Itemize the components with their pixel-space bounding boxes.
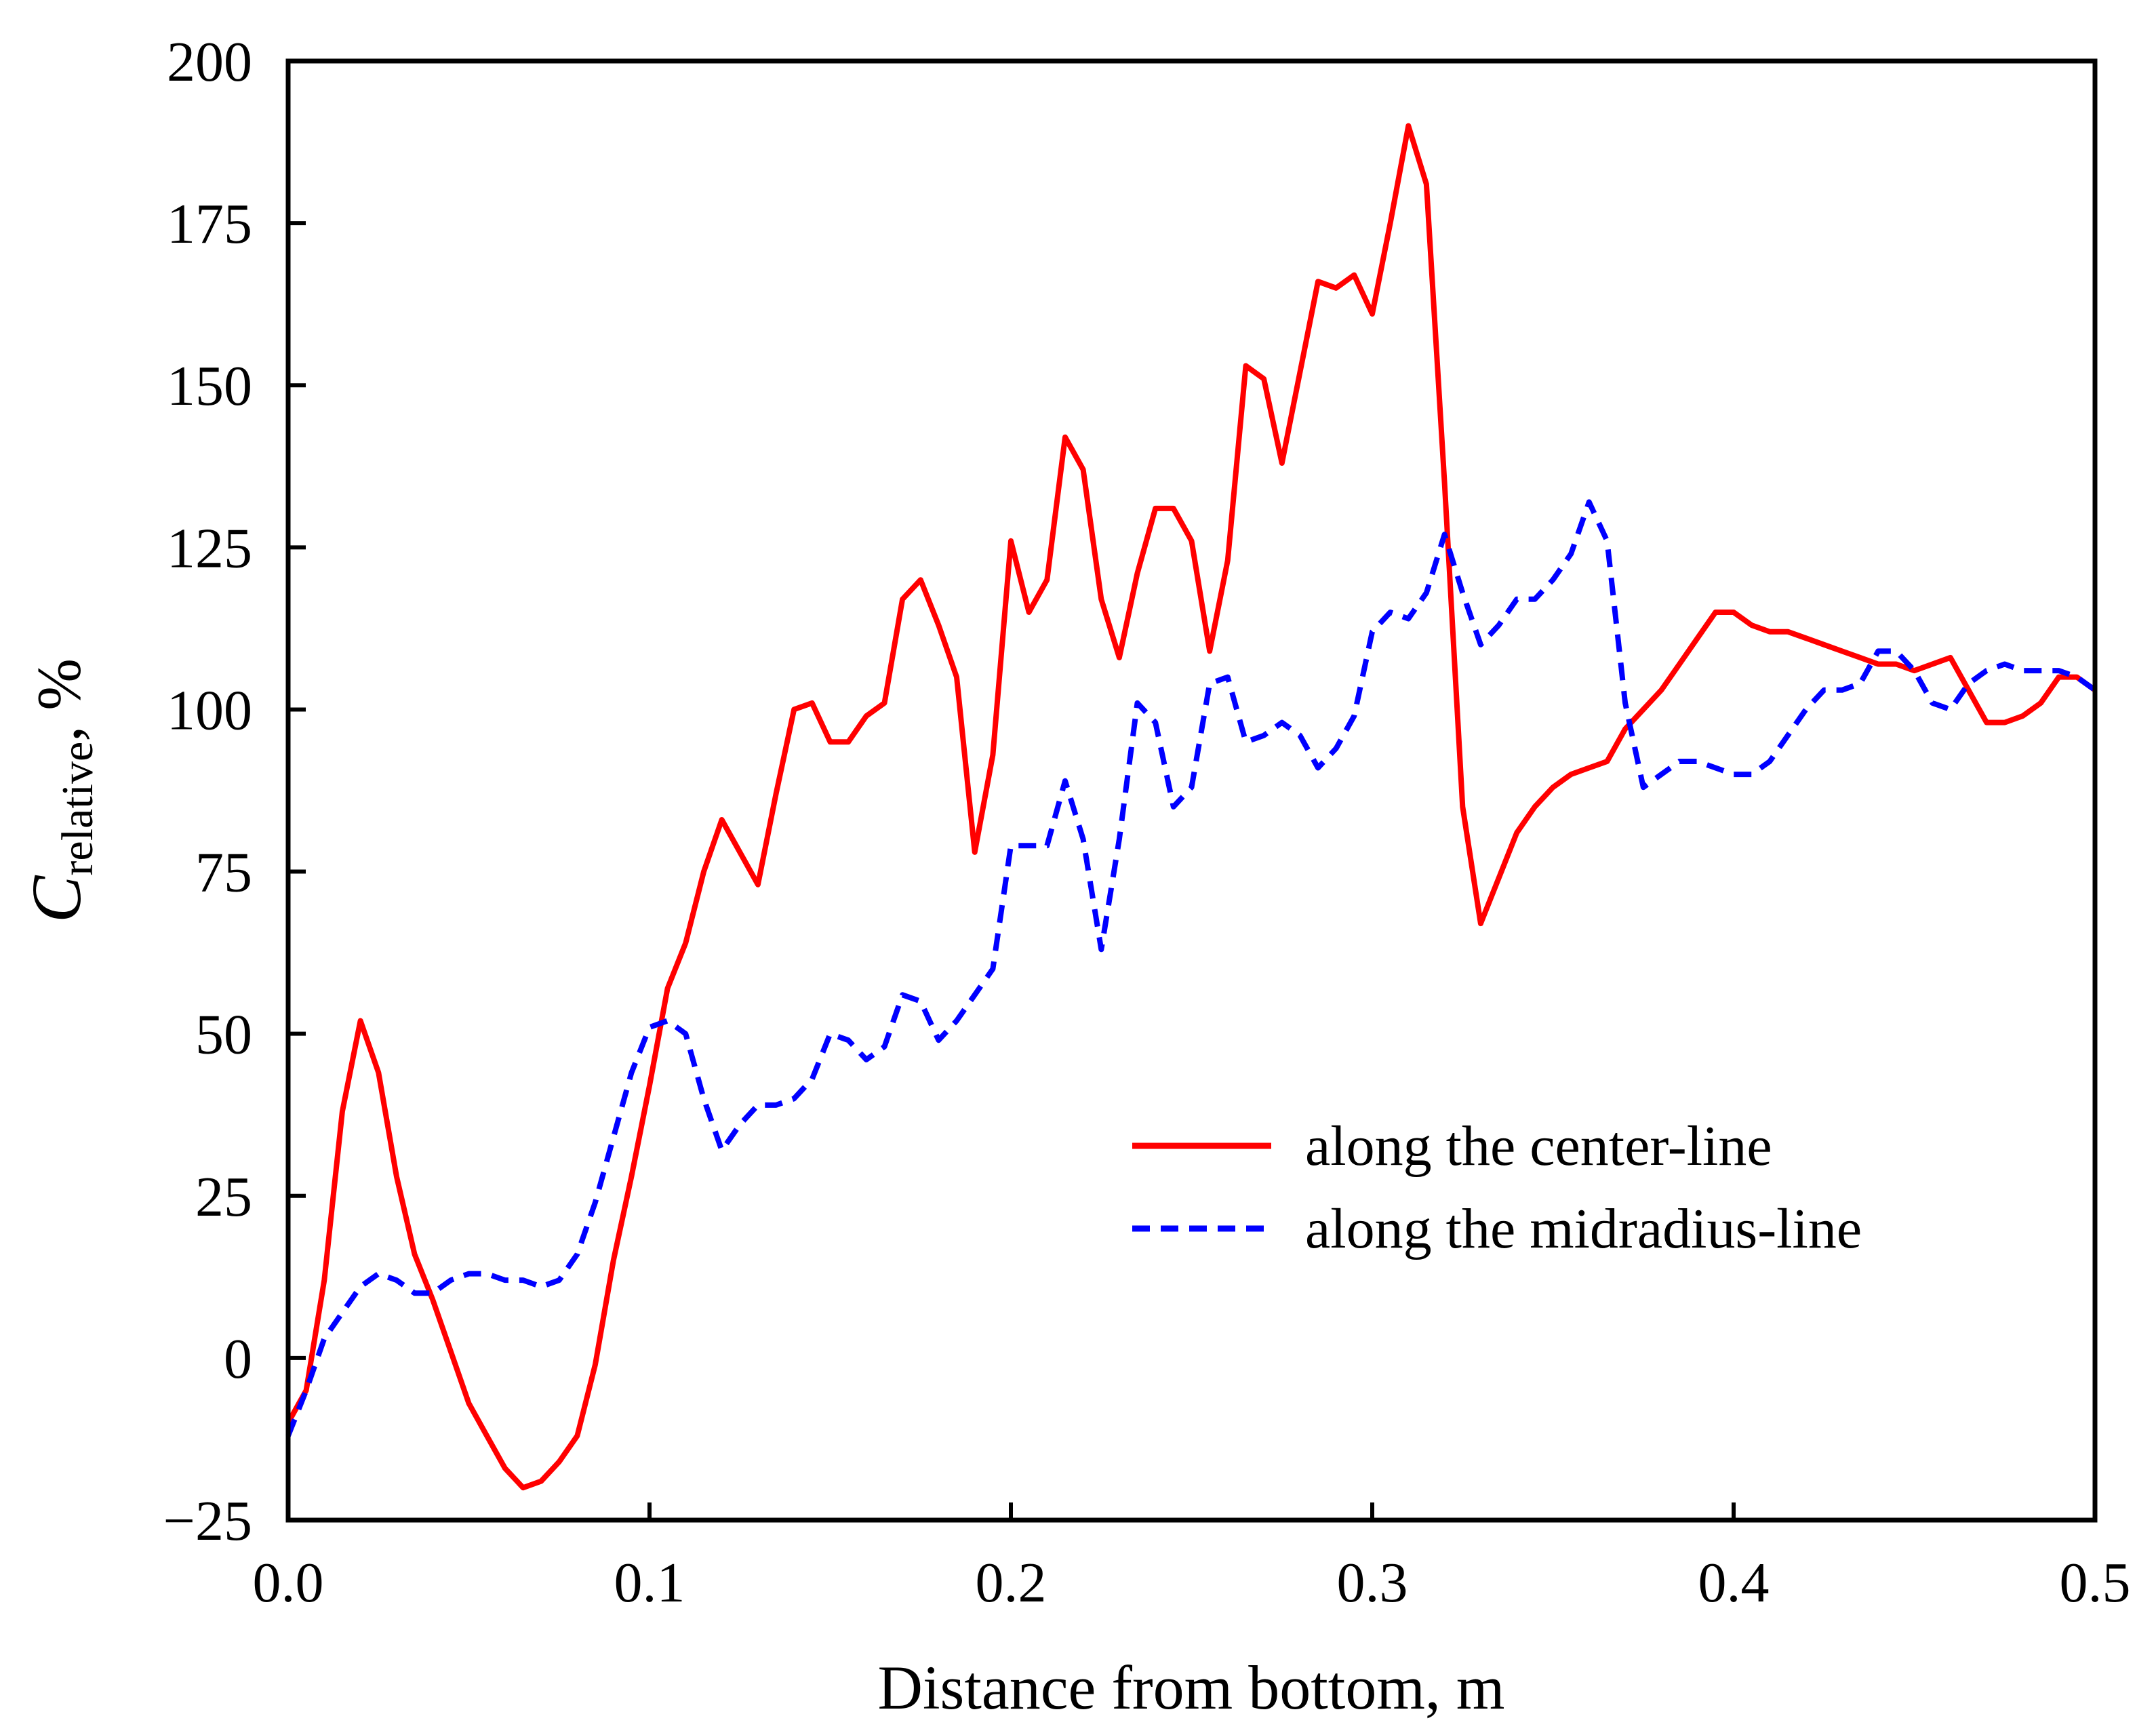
plot-series [285, 123, 2097, 1491]
y-axis-title-subscript: relative [53, 742, 102, 876]
x-tick-label: 0.3 [1337, 1551, 1408, 1614]
legend: along the center-line along the midradiu… [1132, 1115, 1862, 1260]
x-tick-label: 0.1 [614, 1551, 685, 1614]
y-tick-label: 200 [167, 31, 252, 94]
legend-label-center-line: along the center-line [1305, 1115, 1772, 1178]
y-tick-label: 125 [167, 517, 252, 580]
x-tick-labels: 0.0 0.1 0.2 0.3 0.4 0.5 [253, 1551, 2131, 1614]
x-tick-label: 0.5 [2060, 1551, 2131, 1614]
x-tick-label: 0.4 [1698, 1551, 1770, 1614]
series-line-center-line [285, 123, 2097, 1491]
y-tick-label: 100 [167, 679, 252, 742]
x-axis-title: Distance from bottom, m [878, 1653, 1505, 1722]
y-axis-title-main: C [18, 875, 96, 923]
y-tick-label: 0 [224, 1328, 252, 1391]
series-line-midradius-line [285, 499, 2097, 1437]
x-tick-label: 0.0 [253, 1551, 324, 1614]
y-tick-label: 25 [195, 1166, 252, 1229]
y-tick-label: −25 [163, 1490, 252, 1553]
y-tick-labels: −25 0 25 50 75 100 125 150 175 200 [163, 31, 252, 1553]
y-axis-title-unit: , % [24, 658, 94, 742]
legend-label-midradius-line: along the midradius-line [1305, 1197, 1862, 1260]
y-axis-title: Crelative, % [18, 658, 102, 923]
tick-marks [286, 59, 2097, 1522]
y-tick-label: 75 [195, 841, 252, 904]
y-tick-label: 175 [167, 193, 252, 256]
x-tick-label: 0.2 [976, 1551, 1047, 1614]
y-tick-label: 50 [195, 1003, 252, 1067]
plot-frame [285, 58, 2098, 1523]
y-tick-label: 150 [167, 355, 252, 418]
